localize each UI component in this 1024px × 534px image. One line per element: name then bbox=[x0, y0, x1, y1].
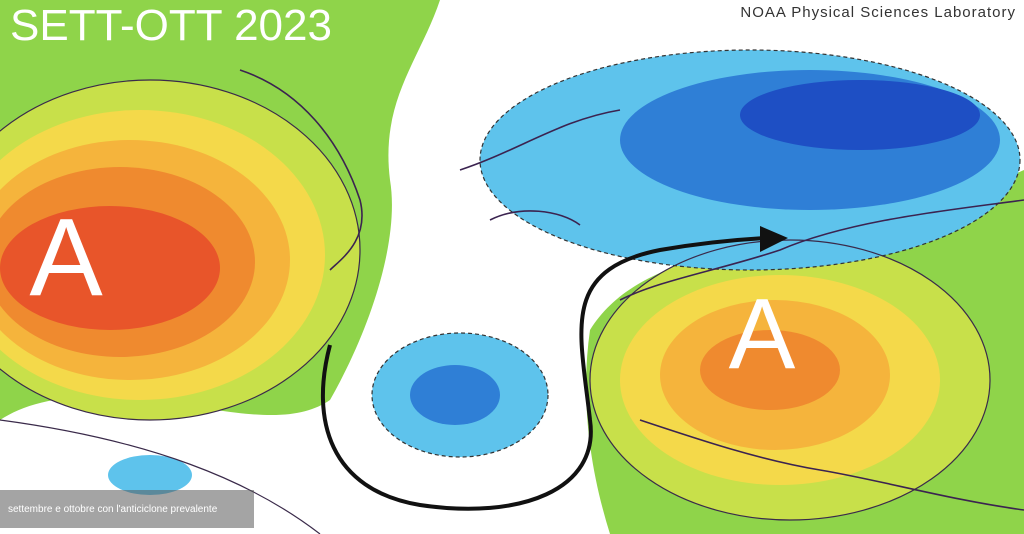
coastline bbox=[639, 419, 1024, 511]
flow-arrow bbox=[320, 236, 766, 511]
isoline bbox=[0, 419, 321, 534]
title: SETT-OTT 2023 bbox=[10, 1, 332, 50]
anomaly-zone bbox=[108, 455, 192, 495]
arrow-head bbox=[760, 226, 788, 252]
coastline bbox=[619, 199, 1024, 301]
caption-background bbox=[0, 490, 254, 528]
isoline bbox=[479, 49, 1021, 271]
anomaly-zone bbox=[410, 365, 500, 425]
isoline bbox=[0, 79, 361, 421]
coastline bbox=[459, 109, 621, 171]
anomaly-zone bbox=[740, 80, 980, 150]
caption: settembre e ottobre con l'anticiclone pr… bbox=[8, 504, 218, 515]
anomaly-zone bbox=[700, 330, 840, 410]
coastline bbox=[239, 69, 363, 271]
coastline bbox=[489, 210, 581, 226]
credit: NOAA Physical Sciences Laboratory bbox=[740, 4, 1016, 21]
pressure-label: A bbox=[29, 196, 103, 319]
pressure-label: A bbox=[729, 278, 796, 390]
isoline bbox=[589, 239, 991, 521]
credit-background bbox=[620, 0, 1024, 24]
anomaly-zone bbox=[0, 206, 220, 330]
